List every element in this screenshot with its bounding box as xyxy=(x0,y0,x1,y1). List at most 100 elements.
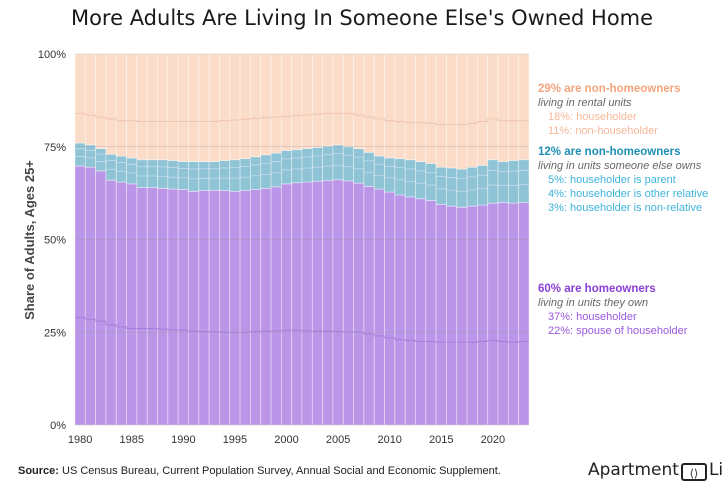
bar-homeowner xyxy=(311,180,324,426)
y-ticks: 0% 25% 50% 75% 100% xyxy=(38,49,66,432)
bar-other-owned xyxy=(105,153,117,181)
sub-lines xyxy=(75,53,529,426)
bar-other-owned xyxy=(415,161,427,200)
bar-rental xyxy=(301,53,313,150)
logo-word-right: List xyxy=(708,460,724,480)
bar-homeowner xyxy=(446,205,458,426)
bar-homeowner xyxy=(415,198,427,426)
x-tick-label: 1995 xyxy=(223,434,247,446)
bar-homeowner xyxy=(425,200,437,426)
bar-rental xyxy=(177,53,189,162)
bar-other-owned xyxy=(250,156,262,190)
bar-rental xyxy=(487,53,499,161)
bar-rental xyxy=(518,53,530,161)
rental-householder-line xyxy=(75,112,529,125)
bar-homeowner xyxy=(435,203,447,426)
bar-rental xyxy=(136,53,148,161)
bar-rental xyxy=(167,53,179,161)
bar-homeowner xyxy=(136,187,148,426)
bar-homeowner xyxy=(342,180,354,426)
bar-homeowner xyxy=(270,186,282,426)
bar-rental xyxy=(456,53,468,170)
bar-other-owned xyxy=(353,148,365,184)
bar-rental xyxy=(146,53,158,161)
bar-other-owned xyxy=(219,160,231,191)
annotation-other-owned-item: 5%: householder is parent xyxy=(548,174,676,186)
bar-other-owned xyxy=(84,144,97,168)
bar-homeowner xyxy=(105,179,117,426)
bar-homeowner xyxy=(477,204,489,426)
x-tick-label: 1980 xyxy=(68,434,92,446)
bar-rental xyxy=(219,53,231,161)
bar-other-owned xyxy=(404,159,416,198)
bar-rental xyxy=(415,53,427,162)
x-tick-label: 2015 xyxy=(429,434,453,446)
bar-other-owned xyxy=(394,158,406,196)
bar-other-owned xyxy=(456,168,468,208)
bar-other-owned xyxy=(157,159,169,189)
owner-householder-line xyxy=(75,316,529,343)
bar-rental xyxy=(497,53,509,162)
bar-homeowner xyxy=(507,202,520,426)
bar-homeowner xyxy=(198,190,210,426)
annotation-rental-sub: living in rental units xyxy=(538,97,632,109)
bar-other-owned xyxy=(291,149,303,184)
y-tick-label: 100% xyxy=(38,49,66,61)
bar-homeowner xyxy=(250,189,262,426)
bar-other-owned xyxy=(487,159,499,204)
annotation-rental: 29% are non-homeowners living in rental … xyxy=(538,82,681,138)
annotation-other-owned-sub: living in units someone else owns xyxy=(538,160,702,172)
logo-word-left: Apartment xyxy=(588,460,679,480)
bar-homeowner xyxy=(167,188,179,426)
annotation-other-owned-item: 4%: householder is other relative xyxy=(548,188,709,200)
source-label: Source: xyxy=(18,465,59,477)
bar-other-owned xyxy=(322,145,334,181)
bar-homeowner xyxy=(229,190,241,426)
apartment-list-logo[interactable]: Apartment⟨⟩List xyxy=(588,459,724,481)
annotation-owned-head: 60% are homeowners xyxy=(538,283,656,295)
x-tick-label: 1985 xyxy=(120,434,144,446)
bar-other-owned xyxy=(518,159,530,203)
bar-homeowner xyxy=(497,201,509,426)
x-tick-label: 1990 xyxy=(171,434,195,446)
bar-homeowner xyxy=(260,187,272,426)
bar-rental xyxy=(373,53,385,157)
bar-homeowner xyxy=(363,186,375,426)
bar-other-owned xyxy=(146,159,158,188)
bar-rental xyxy=(507,53,520,161)
bar-other-owned xyxy=(373,155,385,190)
annotation-other-owned-item: 3%: householder is non-relative xyxy=(548,202,703,214)
bar-other-owned xyxy=(477,164,489,206)
bar-homeowner xyxy=(373,188,385,426)
bar-rental xyxy=(291,53,303,151)
bar-other-owned xyxy=(198,161,210,191)
bar-rental xyxy=(353,53,365,150)
bar-homeowner xyxy=(188,190,200,426)
annotation-rental-item: 18%: householder xyxy=(548,111,637,123)
bar-homeowner xyxy=(518,201,530,426)
bar-homeowner xyxy=(219,190,231,426)
bar-other-owned xyxy=(507,160,520,204)
x-tick-label: 2020 xyxy=(481,434,505,446)
bar-homeowner xyxy=(74,165,86,426)
bar-homeowner xyxy=(239,190,251,426)
bar-other-owned xyxy=(363,151,375,187)
bar-other-owned xyxy=(280,150,293,185)
x-tick-label: 2005 xyxy=(326,434,350,446)
bar-rental xyxy=(188,53,200,162)
bar-homeowner xyxy=(177,189,189,426)
bar-rental xyxy=(157,53,169,161)
bar-other-owned xyxy=(115,155,127,183)
y-axis-label: Share of Adults, Ages 25+ xyxy=(22,160,37,320)
annotation-rental-item: 11%: non-householder xyxy=(548,125,658,137)
bar-rental xyxy=(198,53,210,162)
bar-homeowner xyxy=(146,187,158,426)
y-tick-label: 75% xyxy=(44,142,66,154)
bar-homeowner xyxy=(157,187,169,426)
annotation-owned-item: 22%: spouse of householder xyxy=(548,325,688,337)
bar-homeowner xyxy=(322,180,334,426)
bar-rental xyxy=(435,53,447,168)
bar-rental xyxy=(250,53,262,158)
bar-other-owned xyxy=(229,159,241,192)
bar-rental xyxy=(384,53,396,159)
